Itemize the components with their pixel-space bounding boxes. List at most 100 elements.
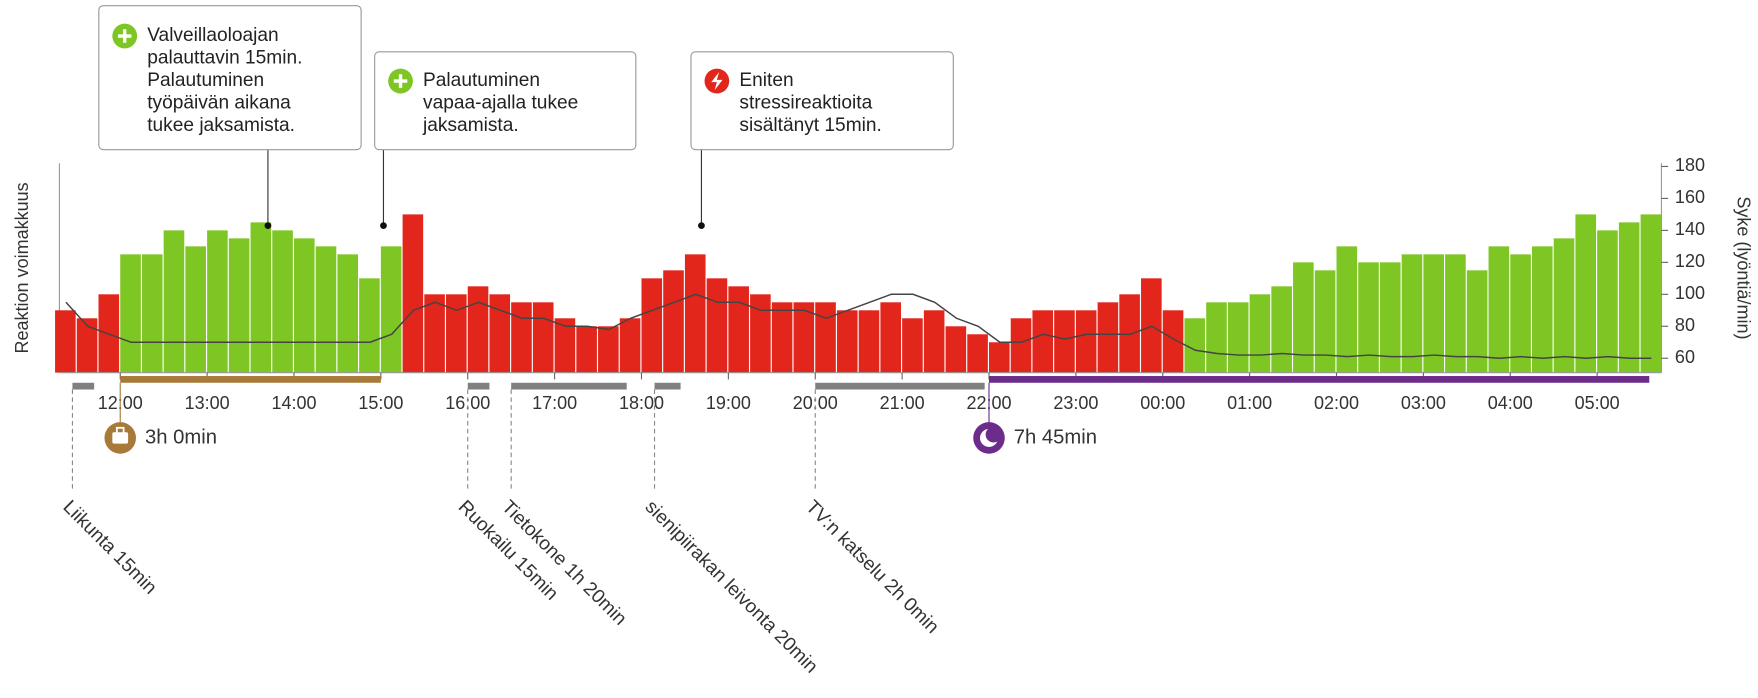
bar bbox=[1379, 262, 1401, 373]
x-tick-label: 04:00 bbox=[1488, 393, 1533, 413]
period-label: 3h 0min bbox=[145, 426, 217, 448]
annotation-dot bbox=[380, 222, 387, 229]
bar bbox=[337, 254, 359, 373]
bar bbox=[750, 294, 771, 373]
briefcase-handle bbox=[115, 426, 125, 435]
bar bbox=[902, 318, 923, 373]
bar bbox=[315, 246, 337, 373]
bar bbox=[532, 302, 554, 373]
bar bbox=[1271, 286, 1292, 373]
annotation-text: tukee jaksamista. bbox=[147, 115, 295, 136]
x-tick-label: 18:00 bbox=[619, 393, 664, 413]
bar bbox=[446, 294, 467, 373]
activity-bar bbox=[815, 382, 985, 390]
x-tick-label: 01:00 bbox=[1227, 393, 1272, 413]
y-axis-label: Reaktion voimakkuus bbox=[12, 182, 32, 353]
bar bbox=[771, 302, 793, 373]
x-tick-label: 20:00 bbox=[793, 393, 838, 413]
bar bbox=[663, 270, 684, 373]
bar bbox=[380, 246, 402, 373]
bar bbox=[1206, 302, 1227, 373]
bar bbox=[793, 302, 815, 373]
annotation-dot bbox=[698, 222, 705, 229]
bar bbox=[641, 278, 663, 373]
annotation-box bbox=[98, 5, 362, 151]
bar bbox=[1227, 302, 1249, 373]
activity-bar bbox=[511, 382, 627, 390]
briefcase-icon bbox=[112, 432, 129, 444]
bar bbox=[228, 238, 250, 373]
y-tick-label: 140 bbox=[1675, 219, 1705, 239]
bar bbox=[141, 254, 163, 373]
plus-icon bbox=[117, 29, 132, 43]
period-bar bbox=[989, 376, 1650, 383]
bar bbox=[1336, 246, 1358, 373]
plus-icon bbox=[393, 74, 408, 88]
bar bbox=[489, 294, 511, 373]
bar bbox=[1054, 310, 1075, 373]
bar bbox=[250, 222, 272, 373]
bar bbox=[1075, 310, 1097, 373]
bar bbox=[163, 230, 185, 373]
bar bbox=[728, 286, 749, 373]
bar bbox=[684, 254, 706, 373]
x-tick-label: 19:00 bbox=[706, 393, 751, 413]
x-tick-label: 14:00 bbox=[271, 393, 316, 413]
x-tick-label: 02:00 bbox=[1314, 393, 1359, 413]
bar bbox=[1010, 318, 1032, 373]
bar bbox=[836, 310, 858, 373]
bar bbox=[945, 326, 967, 373]
y-tick-label: 100 bbox=[1675, 283, 1705, 303]
bar bbox=[1466, 270, 1488, 373]
annotation-text: palauttavin 15min. bbox=[147, 48, 302, 69]
x-tick-label: 23:00 bbox=[1053, 393, 1098, 413]
x-tick-label: 21:00 bbox=[880, 393, 925, 413]
annotation-box bbox=[690, 51, 954, 151]
annotation-text: vapaa-ajalla tukee bbox=[423, 93, 578, 114]
y-tick-label: 60 bbox=[1675, 347, 1695, 367]
bar bbox=[1249, 294, 1271, 373]
bar bbox=[967, 334, 988, 373]
annotation-text: Valveillaoloajan bbox=[147, 25, 278, 46]
heart-rate-line bbox=[65, 293, 1652, 359]
bar bbox=[1162, 310, 1184, 373]
bar bbox=[1423, 254, 1444, 373]
annotation-text: Palautuminen bbox=[147, 70, 264, 91]
activity-bar bbox=[72, 382, 95, 390]
annotation-text: sisältänyt 15min. bbox=[739, 115, 881, 136]
period-bar bbox=[120, 376, 381, 383]
bar bbox=[1640, 214, 1662, 373]
bar bbox=[207, 230, 228, 373]
activity-label: sienipiirakan leivonta 20min bbox=[641, 497, 822, 678]
bar bbox=[706, 278, 728, 373]
annotation-box bbox=[374, 51, 637, 151]
y-tick-label: 160 bbox=[1675, 187, 1705, 207]
bolt-icon bbox=[711, 72, 723, 91]
bar bbox=[1119, 294, 1140, 373]
annotation-text: stressireaktioita bbox=[739, 93, 872, 114]
bar bbox=[120, 254, 141, 373]
bar bbox=[1488, 246, 1510, 373]
bar bbox=[511, 302, 532, 373]
activity-bar bbox=[467, 382, 490, 390]
bar bbox=[554, 318, 576, 373]
bar bbox=[55, 310, 76, 373]
bar bbox=[1510, 254, 1531, 373]
x-tick-label: 16:00 bbox=[445, 393, 490, 413]
bar bbox=[467, 286, 489, 373]
bar bbox=[1531, 246, 1553, 373]
activity-label: TV:n katselu 2h 0min bbox=[801, 497, 942, 638]
bar bbox=[858, 310, 880, 373]
y-tick-label: 80 bbox=[1675, 315, 1695, 335]
bar bbox=[76, 318, 98, 373]
period-label: 7h 45min bbox=[1014, 426, 1097, 448]
annotation-text: Palautuminen bbox=[423, 70, 540, 91]
bar bbox=[1141, 278, 1162, 373]
bar bbox=[815, 302, 836, 373]
bar bbox=[402, 214, 424, 373]
bar bbox=[1445, 254, 1466, 373]
activity-label: Liikunta 15min bbox=[59, 497, 161, 599]
bar bbox=[424, 294, 445, 373]
moon-shadow bbox=[985, 426, 1002, 443]
bar bbox=[1358, 262, 1379, 373]
